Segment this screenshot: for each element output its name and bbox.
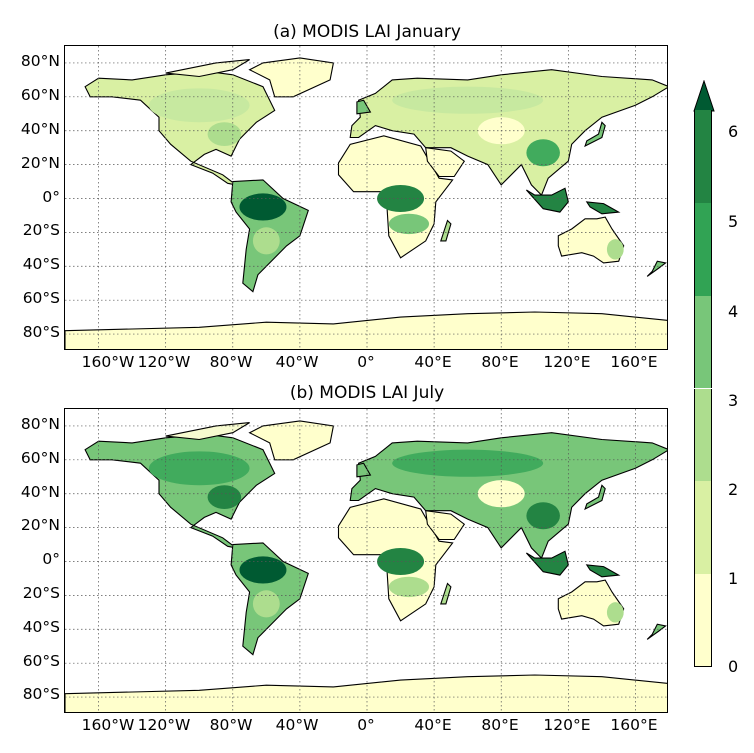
lat-tick-label: 40°N — [20, 483, 60, 501]
lon-tick-label: 40°E — [414, 353, 452, 371]
map-january — [64, 45, 668, 350]
panel-january: (a) MODIS LAI January — [0, 0, 680, 365]
map-july — [64, 408, 668, 713]
lat-tick-label: 80°S — [22, 323, 60, 341]
lat-tick-label: 20°N — [20, 154, 60, 172]
lon-tick-label: 120°E — [543, 353, 591, 371]
vegetation-patch — [388, 576, 430, 598]
lat-tick-label: 60°N — [20, 86, 60, 104]
lon-tick-label: 80°W — [209, 716, 253, 734]
colorbar-tick-label: 6 — [728, 122, 739, 141]
landmass-new-zealand — [646, 623, 667, 640]
lon-tick-label: 40°E — [414, 716, 452, 734]
colorbar-extend-arrow — [693, 80, 715, 112]
landmass-madagascar — [440, 582, 452, 605]
lon-tick-label: 40°W — [275, 716, 319, 734]
landmass-arabia — [425, 147, 466, 178]
colorbar-tick-label: 4 — [728, 302, 739, 321]
lon-tick-label: 160°W — [81, 716, 135, 734]
vegetation-patch — [148, 88, 250, 123]
lat-tick-label: 20°S — [22, 584, 60, 602]
landmass-arctic-islands — [165, 59, 250, 78]
lat-tick-label: 60°S — [22, 289, 60, 307]
lon-tick-label: 80°W — [209, 353, 253, 371]
continent-antarctica — [65, 311, 667, 349]
landmass-new-zealand — [646, 260, 667, 277]
landmass-indonesia — [525, 187, 569, 213]
lat-tick-label: 20°S — [22, 221, 60, 239]
vegetation-patch — [148, 451, 250, 486]
lat-tick-label: 60°N — [20, 449, 60, 467]
landmass-madagascar — [440, 219, 452, 242]
vegetation-patch — [392, 449, 544, 477]
lat-tick-label: 0° — [42, 188, 60, 206]
lon-tick-label: 120°W — [137, 353, 191, 371]
vegetation-patch — [526, 139, 560, 167]
colorbar-tick-label: 3 — [728, 391, 739, 410]
colorbar-tick-label: 5 — [728, 212, 739, 231]
vegetation-patch — [606, 602, 624, 623]
vegetation-patch — [392, 86, 544, 114]
vegetation-patch — [606, 239, 624, 260]
landmass-japan — [584, 121, 606, 148]
panel-july: (b) MODIS LAI July — [0, 380, 680, 750]
landmass-arctic-islands — [165, 422, 250, 441]
landmass-greenland — [248, 420, 335, 461]
landmass-new-guinea — [585, 201, 621, 215]
colorbar-segment — [694, 202, 712, 296]
continent-north-america — [84, 433, 276, 549]
colorbar-tick-label: 1 — [728, 569, 739, 588]
landmass-japan — [584, 484, 606, 511]
panel-title-january: (a) MODIS LAI January — [273, 22, 461, 42]
lon-tick-label: 160°E — [610, 353, 658, 371]
colorbar-segment — [694, 574, 712, 667]
lat-tick-label: 40°S — [22, 255, 60, 273]
landmass-new-guinea — [585, 564, 621, 578]
landmass-greenland — [248, 57, 335, 98]
vegetation-patch — [207, 485, 242, 509]
landmass-arabia — [425, 510, 466, 541]
colorbar-tick-label: 2 — [728, 480, 739, 499]
lon-tick-label: 80°E — [481, 716, 519, 734]
lon-tick-label: 120°E — [543, 716, 591, 734]
vegetation-patch — [252, 590, 280, 618]
vegetation-patch — [388, 213, 430, 235]
continent-north-america — [84, 70, 276, 186]
lon-tick-label: 40°W — [275, 353, 319, 371]
lat-tick-label: 80°S — [22, 685, 60, 703]
colorbar-segment — [694, 388, 712, 482]
lon-tick-label: 80°E — [481, 353, 519, 371]
lat-tick-label: 80°N — [20, 52, 60, 70]
colorbar-segment — [694, 110, 712, 203]
lat-tick-label: 20°N — [20, 516, 60, 534]
vegetation-patch — [526, 502, 560, 530]
lat-tick-label: 40°S — [22, 618, 60, 636]
landmass-indonesia — [525, 550, 569, 576]
lat-tick-label: 40°N — [20, 120, 60, 138]
lat-tick-label: 0° — [42, 550, 60, 568]
vegetation-patch — [207, 122, 242, 146]
vegetation-patch — [252, 227, 280, 255]
lat-tick-label: 60°S — [22, 652, 60, 670]
panel-title-july: (b) MODIS LAI July — [289, 383, 445, 403]
lon-tick-label: 0° — [357, 353, 375, 371]
colorbar-tick-label: 0 — [728, 657, 739, 676]
colorbar-segment — [694, 295, 712, 389]
lon-tick-label: 160°W — [81, 353, 135, 371]
colorbar-segment — [694, 481, 712, 575]
continent-antarctica — [65, 674, 667, 712]
vegetation-patch — [377, 184, 425, 213]
vegetation-patch — [239, 556, 287, 584]
lat-tick-label: 80°N — [20, 415, 60, 433]
lon-tick-label: 0° — [357, 716, 375, 734]
vegetation-patch — [239, 193, 287, 221]
colorbar-scale — [694, 110, 712, 667]
vegetation-patch — [377, 547, 425, 576]
lon-tick-label: 160°E — [610, 716, 658, 734]
lon-tick-label: 120°W — [137, 716, 191, 734]
